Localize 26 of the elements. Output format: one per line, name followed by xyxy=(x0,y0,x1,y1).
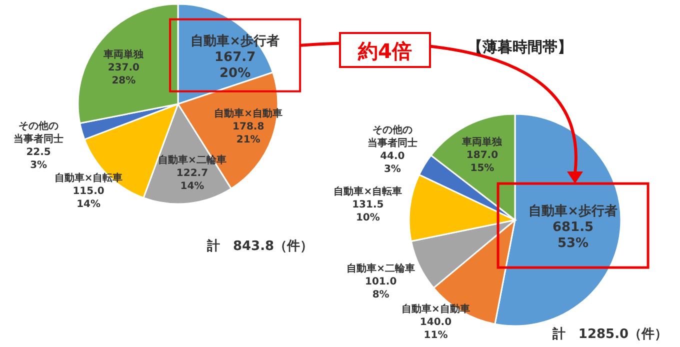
slice-label: 自動車×自転車 xyxy=(54,172,123,184)
slice-label: 自動車×歩行者 xyxy=(190,34,280,49)
slice-label: その他の当事者同士 xyxy=(14,120,64,145)
data-label: 140.0 11% xyxy=(420,316,452,341)
text: 計 1285.0（件） xyxy=(551,326,668,342)
slice-label: 自動車×二輪車 xyxy=(346,262,416,274)
data-label: 681.5 53% xyxy=(552,220,594,252)
slice-label: その他の当事者同士 xyxy=(367,124,418,150)
data-label: 115.0 14% xyxy=(72,186,104,210)
data-label: 44.0 3% xyxy=(380,151,405,176)
data-label: 237.0 28% xyxy=(108,62,140,86)
data-label: 22.5 3% xyxy=(26,146,51,171)
data-label: 101.0 8% xyxy=(365,276,397,300)
data-label: 131.5 10% xyxy=(352,199,384,224)
slice-label: 自動車×歩行者 xyxy=(528,204,618,220)
data-label: 122.7 14% xyxy=(176,168,208,192)
text: 計 843.8（件） xyxy=(206,238,314,254)
slice-label: 自動車×自動車 xyxy=(402,302,470,315)
text: 約4倍 xyxy=(357,39,412,63)
data-label: 178.8 21% xyxy=(232,121,264,146)
slice-label: 車両単独 xyxy=(102,48,145,60)
data-label: 187.0 15% xyxy=(466,150,498,174)
data-label: 167.7 20% xyxy=(214,50,256,81)
slice-label: 自動車×自転車 xyxy=(334,185,402,198)
slice-label: 車両単独 xyxy=(461,136,504,148)
chart-title: 【薄暮時間帯】 xyxy=(468,38,572,56)
